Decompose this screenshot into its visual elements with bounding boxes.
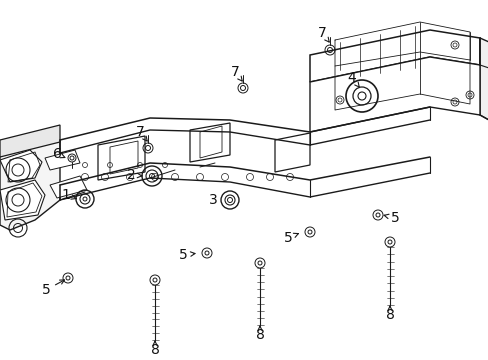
Polygon shape — [0, 125, 60, 157]
Polygon shape — [110, 141, 138, 174]
Polygon shape — [0, 150, 42, 182]
Polygon shape — [45, 150, 80, 170]
Polygon shape — [479, 38, 488, 120]
Text: 7: 7 — [135, 125, 144, 139]
Polygon shape — [274, 133, 309, 172]
Polygon shape — [200, 126, 222, 158]
Text: 5: 5 — [41, 283, 50, 297]
Text: 8: 8 — [150, 343, 159, 357]
Text: 1: 1 — [61, 188, 70, 202]
Text: 5: 5 — [178, 248, 187, 262]
Text: 5: 5 — [283, 231, 292, 245]
Text: 3: 3 — [208, 193, 217, 207]
Polygon shape — [190, 123, 229, 162]
Polygon shape — [0, 140, 60, 230]
Text: 7: 7 — [317, 26, 325, 40]
Text: 8: 8 — [385, 308, 394, 322]
Polygon shape — [309, 57, 479, 132]
Text: 4: 4 — [347, 71, 356, 85]
Text: 5: 5 — [390, 211, 399, 225]
Polygon shape — [309, 30, 479, 82]
Text: 6: 6 — [52, 147, 61, 161]
Polygon shape — [0, 180, 45, 220]
Text: 2: 2 — [126, 168, 135, 182]
Polygon shape — [50, 176, 87, 198]
Text: 7: 7 — [230, 65, 239, 79]
Text: 8: 8 — [255, 328, 264, 342]
Polygon shape — [98, 136, 145, 180]
